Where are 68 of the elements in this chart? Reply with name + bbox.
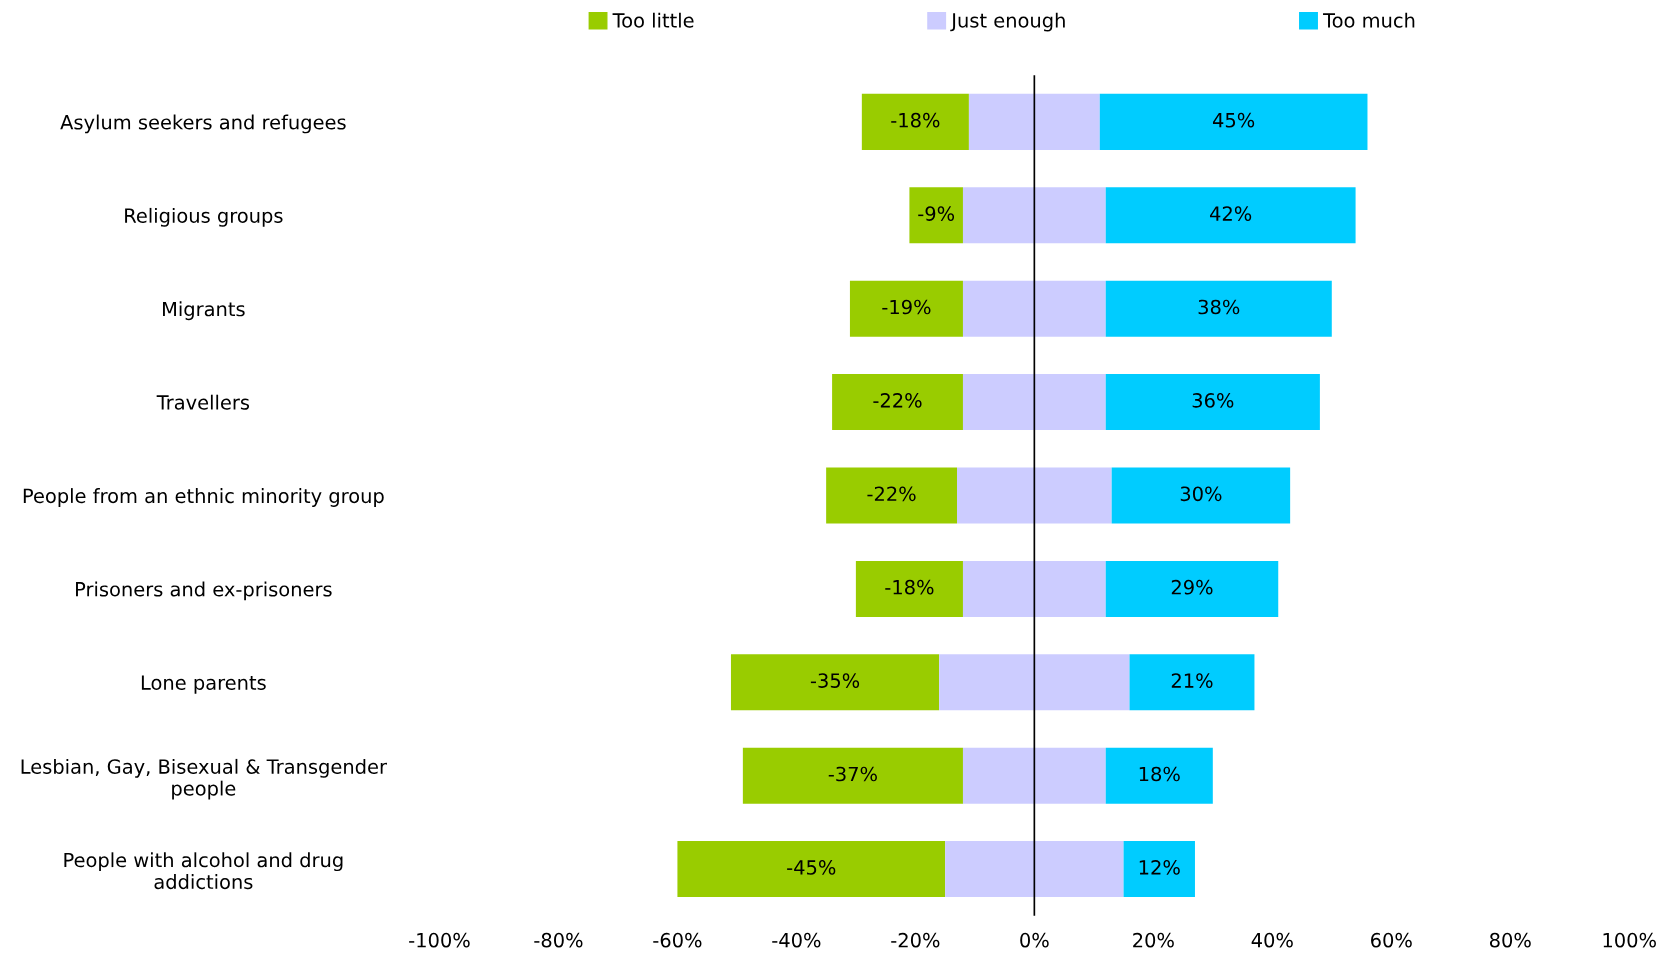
bar	[909, 187, 963, 244]
bar	[849, 280, 963, 337]
data-label: -19%	[882, 299, 931, 315]
bar	[1105, 374, 1320, 431]
data-label: 30%	[1180, 486, 1222, 502]
y-tick-label: Travellers	[156, 394, 250, 410]
data-label: 45%	[1212, 112, 1255, 128]
bar	[742, 747, 963, 804]
bar	[855, 560, 963, 617]
data-label: -18%	[885, 579, 934, 595]
bar	[962, 280, 1106, 337]
y-tick-label: People from an ethnic minority group	[23, 488, 384, 507]
bar	[968, 93, 1100, 150]
x-tick-label: 60%	[1371, 932, 1412, 948]
x-tick-label: -80%	[534, 932, 583, 948]
data-label: 18%	[1139, 766, 1180, 782]
x-tick-label: -20%	[891, 932, 940, 948]
x-tick-label: -60%	[653, 932, 702, 948]
bar	[939, 654, 1130, 711]
data-label: 12%	[1139, 860, 1180, 875]
bar	[832, 374, 963, 431]
x-tick-label: 0%	[1020, 932, 1049, 948]
y-tick-label: Lone parents	[141, 675, 266, 694]
bar	[1099, 93, 1368, 150]
x-tick-label: 100%	[1603, 932, 1656, 948]
y-tick-label: Religious groups	[125, 207, 283, 227]
x-tick-label: 80%	[1489, 932, 1531, 948]
bar	[826, 467, 958, 524]
data-label: 36%	[1192, 393, 1234, 408]
bar	[677, 841, 946, 898]
y-tick-label: Asylum seekers and refugees	[60, 114, 346, 134]
bar	[1129, 654, 1255, 711]
x-tick-label: 40%	[1251, 932, 1293, 948]
y-tick-label: Migrants	[163, 301, 245, 321]
data-label: -45%	[787, 860, 836, 875]
bar	[957, 467, 1112, 524]
bar	[1111, 467, 1291, 524]
x-tick-label: -40%	[772, 932, 821, 948]
legend-label: Too little	[612, 12, 694, 28]
data-label: 42%	[1210, 206, 1252, 221]
bar	[962, 187, 1106, 244]
bar	[962, 747, 1106, 804]
data-label: -35%	[810, 673, 860, 688]
legend-label: Too much	[1323, 12, 1415, 28]
x-tick-label: 20%	[1133, 932, 1174, 948]
data-label: -22%	[867, 486, 916, 502]
y-tick-label: Prisoners and ex-prisoners	[76, 581, 332, 601]
data-label: -22%	[873, 393, 922, 408]
data-label: -37%	[828, 766, 877, 782]
bar	[730, 654, 940, 711]
bar	[1105, 280, 1332, 337]
bar	[1123, 841, 1195, 898]
data-label: -18%	[891, 112, 940, 128]
bar	[962, 374, 1106, 431]
legend-label: Just enough	[950, 12, 1065, 32]
bar	[1105, 187, 1356, 244]
data-label: 21%	[1171, 673, 1213, 688]
x-tick-label: -100%	[409, 932, 470, 948]
data-label: 38%	[1198, 299, 1240, 315]
bar	[1105, 560, 1279, 617]
bar	[962, 560, 1106, 617]
bar	[1105, 747, 1213, 804]
y-tick-label: People with alcohol and drug addictions	[64, 852, 343, 890]
y-tick-label: Lesbian, Gay, Bisexual & Transgender people	[21, 758, 387, 800]
bar	[861, 93, 969, 150]
data-label: -9%	[918, 206, 955, 221]
data-label: 29%	[1171, 579, 1213, 595]
bar	[945, 841, 1124, 898]
